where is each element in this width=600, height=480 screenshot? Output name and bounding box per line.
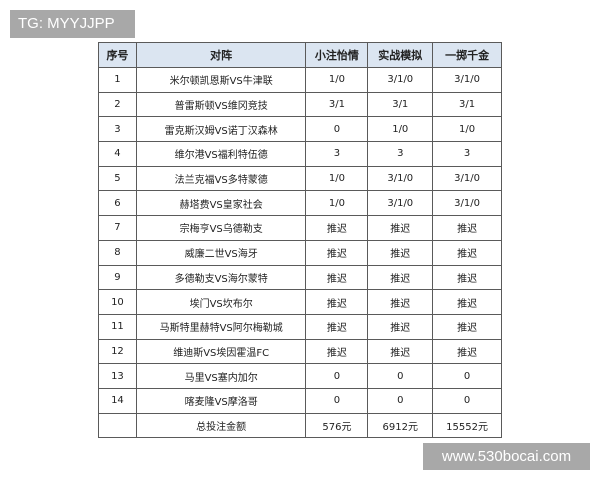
table-row: 13 马里VS塞内加尔 0 0 0 — [98, 363, 502, 389]
cell-small: 1/0 — [305, 190, 369, 217]
cell-match: 马斯特里赫特VS阿尔梅勒城 — [135, 313, 307, 340]
cell-big: 0 — [432, 363, 502, 389]
table-row: 4 维尔港VS福利特伍德 3 3 3 — [98, 141, 502, 167]
cell-big: 3 — [432, 141, 502, 167]
table-row: 12 维迪斯VS埃因霍温FC 推迟 推迟 推迟 — [98, 338, 502, 365]
header-row: 序号 对阵 小注怡情 实战模拟 一掷千金 — [98, 42, 502, 68]
betting-table: 序号 对阵 小注怡情 实战模拟 一掷千金 1 米尔顿凯恩斯VS牛津联 1/0 3/1/… — [98, 42, 502, 439]
cell-small: 1/0 — [305, 165, 369, 192]
table-row: 1 米尔顿凯恩斯VS牛津联 1/0 3/1/0 3/1/0 — [98, 67, 502, 93]
cell-big: 0 — [432, 387, 502, 414]
cell-match: 埃门VS坎布尔 — [135, 289, 307, 315]
table-row: 8 威廉二世VS海牙 推迟 推迟 推迟 — [98, 239, 502, 266]
cell-big: 15552元 — [432, 412, 502, 439]
total-row: 总投注金额 576元 6912元 15552元 — [98, 412, 502, 439]
cell-small: 0 — [305, 363, 369, 389]
table-row: 9 多德勒支VS海尔蒙特 推迟 推迟 推迟 — [98, 264, 502, 291]
cell-big: 推迟 — [432, 338, 502, 365]
header-small: 小注怡情 — [305, 42, 369, 68]
cell-sim: 推迟 — [367, 313, 434, 340]
cell-match: 维迪斯VS埃因霍温FC — [135, 338, 307, 365]
cell-big: 3/1/0 — [432, 67, 502, 93]
cell-index — [98, 412, 137, 439]
cell-index: 7 — [98, 215, 137, 241]
cell-index: 11 — [98, 313, 137, 340]
cell-index: 4 — [98, 141, 137, 167]
cell-sim: 3/1/0 — [367, 67, 434, 93]
table-row: 6 赫塔费VS皇家社会 1/0 3/1/0 3/1/0 — [98, 190, 502, 217]
cell-index: 3 — [98, 116, 137, 143]
watermark-bottom: www.530bocai.com — [423, 443, 590, 470]
cell-big: 推迟 — [432, 239, 502, 266]
cell-sim: 3/1/0 — [367, 165, 434, 192]
cell-small: 推迟 — [305, 239, 369, 266]
cell-index: 6 — [98, 190, 137, 217]
table-row: 10 埃门VS坎布尔 推迟 推迟 推迟 — [98, 289, 502, 315]
cell-big: 推迟 — [432, 289, 502, 315]
cell-small: 3 — [305, 141, 369, 167]
cell-small: 推迟 — [305, 264, 369, 291]
cell-small: 0 — [305, 387, 369, 414]
cell-index: 14 — [98, 387, 137, 414]
cell-sim: 推迟 — [367, 239, 434, 266]
cell-sim: 6912元 — [367, 412, 434, 439]
cell-match: 马里VS塞内加尔 — [135, 363, 307, 389]
cell-small: 推迟 — [305, 313, 369, 340]
cell-small: 推迟 — [305, 215, 369, 241]
table-row: 7 宗梅亨VS乌德勒支 推迟 推迟 推迟 — [98, 215, 502, 241]
watermark-top: TG: MYYJJPP — [10, 10, 135, 38]
cell-sim: 3/1 — [367, 91, 434, 118]
cell-sim: 推迟 — [367, 338, 434, 365]
cell-big: 3/1 — [432, 91, 502, 118]
header-big: 一掷千金 — [432, 42, 502, 68]
cell-match: 米尔顿凯恩斯VS牛津联 — [135, 67, 307, 93]
cell-match: 宗梅亨VS乌德勒支 — [135, 215, 307, 241]
cell-match: 法兰克福VS多特蒙德 — [135, 165, 307, 192]
cell-sim: 推迟 — [367, 215, 434, 241]
cell-match: 赫塔费VS皇家社会 — [135, 190, 307, 217]
cell-sim: 0 — [367, 363, 434, 389]
cell-big: 推迟 — [432, 215, 502, 241]
cell-index: 2 — [98, 91, 137, 118]
cell-big: 1/0 — [432, 116, 502, 143]
table-row: 2 普雷斯顿VS维冈竞技 3/1 3/1 3/1 — [98, 91, 502, 118]
table-row: 3 雷克斯汉姆VS诺丁汉森林 0 1/0 1/0 — [98, 116, 502, 143]
header-index: 序号 — [98, 42, 137, 68]
cell-small: 0 — [305, 116, 369, 143]
header-sim: 实战模拟 — [367, 42, 434, 68]
cell-small: 1/0 — [305, 67, 369, 93]
cell-sim: 0 — [367, 387, 434, 414]
cell-small: 3/1 — [305, 91, 369, 118]
cell-big: 3/1/0 — [432, 190, 502, 217]
cell-big: 推迟 — [432, 264, 502, 291]
cell-match: 总投注金额 — [135, 412, 307, 439]
cell-match: 维尔港VS福利特伍德 — [135, 141, 307, 167]
table-row: 11 马斯特里赫特VS阿尔梅勒城 推迟 推迟 推迟 — [98, 313, 502, 340]
cell-index: 13 — [98, 363, 137, 389]
cell-small: 576元 — [305, 412, 369, 439]
cell-index: 12 — [98, 338, 137, 365]
cell-big: 推迟 — [432, 313, 502, 340]
cell-sim: 3/1/0 — [367, 190, 434, 217]
cell-sim: 1/0 — [367, 116, 434, 143]
cell-match: 雷克斯汉姆VS诺丁汉森林 — [135, 116, 307, 143]
cell-index: 9 — [98, 264, 137, 291]
table-row: 14 喀麦隆VS摩洛哥 0 0 0 — [98, 387, 502, 414]
cell-sim: 3 — [367, 141, 434, 167]
cell-match: 多德勒支VS海尔蒙特 — [135, 264, 307, 291]
cell-small: 推迟 — [305, 338, 369, 365]
cell-match: 普雷斯顿VS维冈竞技 — [135, 91, 307, 118]
cell-small: 推迟 — [305, 289, 369, 315]
cell-sim: 推迟 — [367, 264, 434, 291]
cell-index: 5 — [98, 165, 137, 192]
cell-index: 1 — [98, 67, 137, 93]
cell-match: 喀麦隆VS摩洛哥 — [135, 387, 307, 414]
cell-big: 3/1/0 — [432, 165, 502, 192]
table-row: 5 法兰克福VS多特蒙德 1/0 3/1/0 3/1/0 — [98, 165, 502, 192]
header-match: 对阵 — [135, 42, 307, 68]
cell-match: 威廉二世VS海牙 — [135, 239, 307, 266]
cell-index: 8 — [98, 239, 137, 266]
cell-sim: 推迟 — [367, 289, 434, 315]
cell-index: 10 — [98, 289, 137, 315]
